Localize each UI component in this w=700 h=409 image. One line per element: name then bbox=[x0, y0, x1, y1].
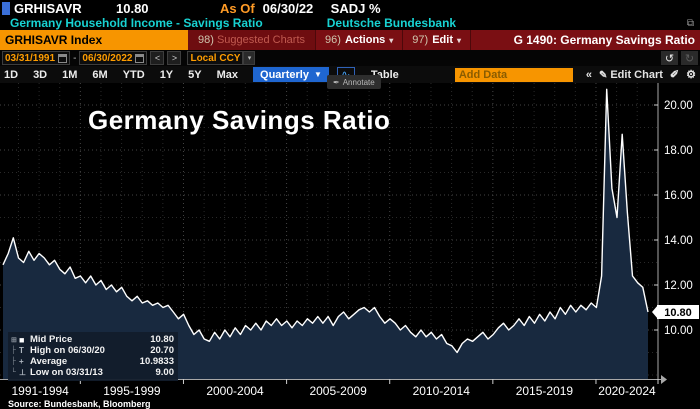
security-description: Germany Household Income - Savings Ratio bbox=[10, 16, 263, 30]
range-forward-button[interactable]: > bbox=[167, 51, 182, 65]
chart-settings-gear-icon[interactable]: ⚙ bbox=[686, 69, 696, 81]
range-bar: 03/31/1991 - 06/30/2022 < > Local CCY ▾ … bbox=[0, 50, 700, 66]
low-marker-icon: ⊥ bbox=[19, 368, 26, 377]
data-provider: Deutsche Bundesbank bbox=[326, 16, 457, 30]
y-tick-label: 12.00 bbox=[664, 280, 693, 292]
ticker: GRHISAVR bbox=[14, 0, 82, 16]
last-price-badge bbox=[657, 305, 699, 319]
x-axis-arrow-icon bbox=[661, 375, 667, 384]
source-note: Source: Bundesbank, Bloomberg bbox=[8, 399, 151, 409]
x-tick-label: 2010-2014 bbox=[413, 384, 471, 398]
x-tick-label: 1991-1994 bbox=[11, 384, 69, 398]
currency-select[interactable]: Local CCY bbox=[187, 51, 244, 65]
legend-row-mid-price: ⊞ ■ Mid Price 10.80 bbox=[11, 334, 174, 345]
legend-row-average: ├ + Average 10.9833 bbox=[11, 356, 174, 367]
legend-row-low: └ ⊥ Low on 03/31/13 9.00 bbox=[11, 367, 174, 378]
x-tick-label: 1995-1999 bbox=[103, 384, 161, 398]
period-3d[interactable]: 3D bbox=[33, 68, 48, 81]
y-tick-label: 14.00 bbox=[664, 235, 693, 247]
y-tick-label: 16.00 bbox=[664, 190, 693, 202]
security-input[interactable]: GRHISAVR Index bbox=[0, 30, 188, 50]
x-tick-label: 2005-2009 bbox=[309, 384, 367, 398]
chevron-down-icon: ▾ bbox=[389, 35, 394, 45]
red-menu-bar: 98) Suggested Charts 96) Actions ▾ 97) Edit… bbox=[188, 30, 700, 50]
chart-notes-icon[interactable]: ✐ bbox=[669, 69, 680, 81]
average-marker-icon: + bbox=[19, 357, 24, 366]
chevron-down-icon: ▼ bbox=[313, 70, 322, 79]
period-1d[interactable]: 1D bbox=[4, 68, 19, 81]
as-of-label: As Of bbox=[220, 0, 255, 16]
popout-icon[interactable]: ⧉ bbox=[686, 17, 694, 29]
security-color-chip-icon bbox=[2, 1, 10, 15]
range-back-button[interactable]: < bbox=[150, 51, 165, 65]
calendar-icon[interactable] bbox=[58, 53, 68, 63]
edit-menu-button[interactable]: 97) Edit ▾ bbox=[403, 30, 471, 50]
calendar-icon[interactable] bbox=[135, 53, 145, 63]
y-tick-label: 20.00 bbox=[664, 100, 693, 112]
last-price-badge-arrow bbox=[652, 305, 658, 319]
chevron-down-icon: ▾ bbox=[456, 35, 461, 45]
legend-row-high: ├ T High on 06/30/20 20.70 bbox=[11, 345, 174, 356]
adjustment-label: SADJ % bbox=[330, 0, 381, 16]
frequency-select[interactable]: Quarterly ▼ bbox=[253, 67, 329, 82]
last-price: 10.80 bbox=[116, 0, 149, 16]
collapse-toolbar-button[interactable]: « bbox=[585, 68, 592, 81]
security-header: GRHISAVR 10.80 As Of 06/30/22 SADJ % Ger… bbox=[0, 0, 700, 30]
period-6m[interactable]: 6M bbox=[92, 68, 108, 81]
y-tick-label: 18.00 bbox=[664, 145, 693, 157]
pencil-icon: ✎ bbox=[598, 69, 608, 81]
legend-expand-icon[interactable]: ⊞ bbox=[11, 336, 17, 344]
chart-area: 10.00 12.00 14.00 16.00 18.00 20.00 1991-1994 1… bbox=[0, 75, 700, 409]
undo-button[interactable]: ↺ bbox=[661, 51, 678, 65]
chart-title: Germany Savings Ratio bbox=[88, 105, 391, 135]
high-marker-icon: T bbox=[19, 346, 24, 355]
suggested-charts-button[interactable]: 98) Suggested Charts bbox=[188, 30, 317, 50]
chart-legend[interactable]: ⊞ ■ Mid Price 10.80 ├ T High on 06/30/20… bbox=[8, 332, 178, 381]
function-title: G 1490: Germany Savings Ratio bbox=[513, 33, 695, 47]
date-from-input[interactable]: 03/31/1991 bbox=[2, 51, 71, 65]
annotate-button[interactable]: ✒ Annotate bbox=[327, 75, 381, 89]
price-line bbox=[2, 88, 649, 354]
period-max[interactable]: Max bbox=[216, 68, 239, 81]
date-to-input[interactable]: 06/30/2022 bbox=[79, 51, 148, 65]
period-1m[interactable]: 1M bbox=[62, 68, 78, 81]
x-tick-label: 2015-2019 bbox=[516, 384, 574, 398]
period-1y[interactable]: 1Y bbox=[159, 68, 174, 81]
redo-button[interactable]: ↻ bbox=[681, 51, 698, 65]
currency-dropdown-button[interactable]: ▾ bbox=[243, 51, 256, 65]
x-tick-label: 2020-2024 bbox=[598, 384, 656, 398]
add-data-input[interactable]: Add Data bbox=[454, 67, 573, 82]
command-bar: GRHISAVR Index 98) Suggested Charts 96) A… bbox=[0, 30, 700, 50]
x-tick-label: 2000-2004 bbox=[206, 384, 264, 398]
series-marker-icon: ■ bbox=[19, 334, 25, 345]
as-of-date: 06/30/22 bbox=[262, 0, 314, 16]
period-ytd[interactable]: YTD bbox=[122, 68, 145, 81]
pencil-icon: ✒ bbox=[333, 77, 340, 87]
period-5y[interactable]: 5Y bbox=[188, 68, 202, 81]
edit-chart-button[interactable]: ✎ Edit Chart bbox=[598, 68, 663, 81]
range-dash: - bbox=[73, 52, 77, 64]
actions-menu-button[interactable]: 96) Actions ▾ bbox=[316, 30, 404, 50]
y-tick-label: 10.00 bbox=[664, 325, 693, 337]
last-price-badge-label: 10.80 bbox=[664, 307, 692, 319]
chart-toolbar: 1D 3D 1M 6M YTD 1Y 5Y Max Quarterly ▼ ∿ … bbox=[0, 66, 700, 83]
